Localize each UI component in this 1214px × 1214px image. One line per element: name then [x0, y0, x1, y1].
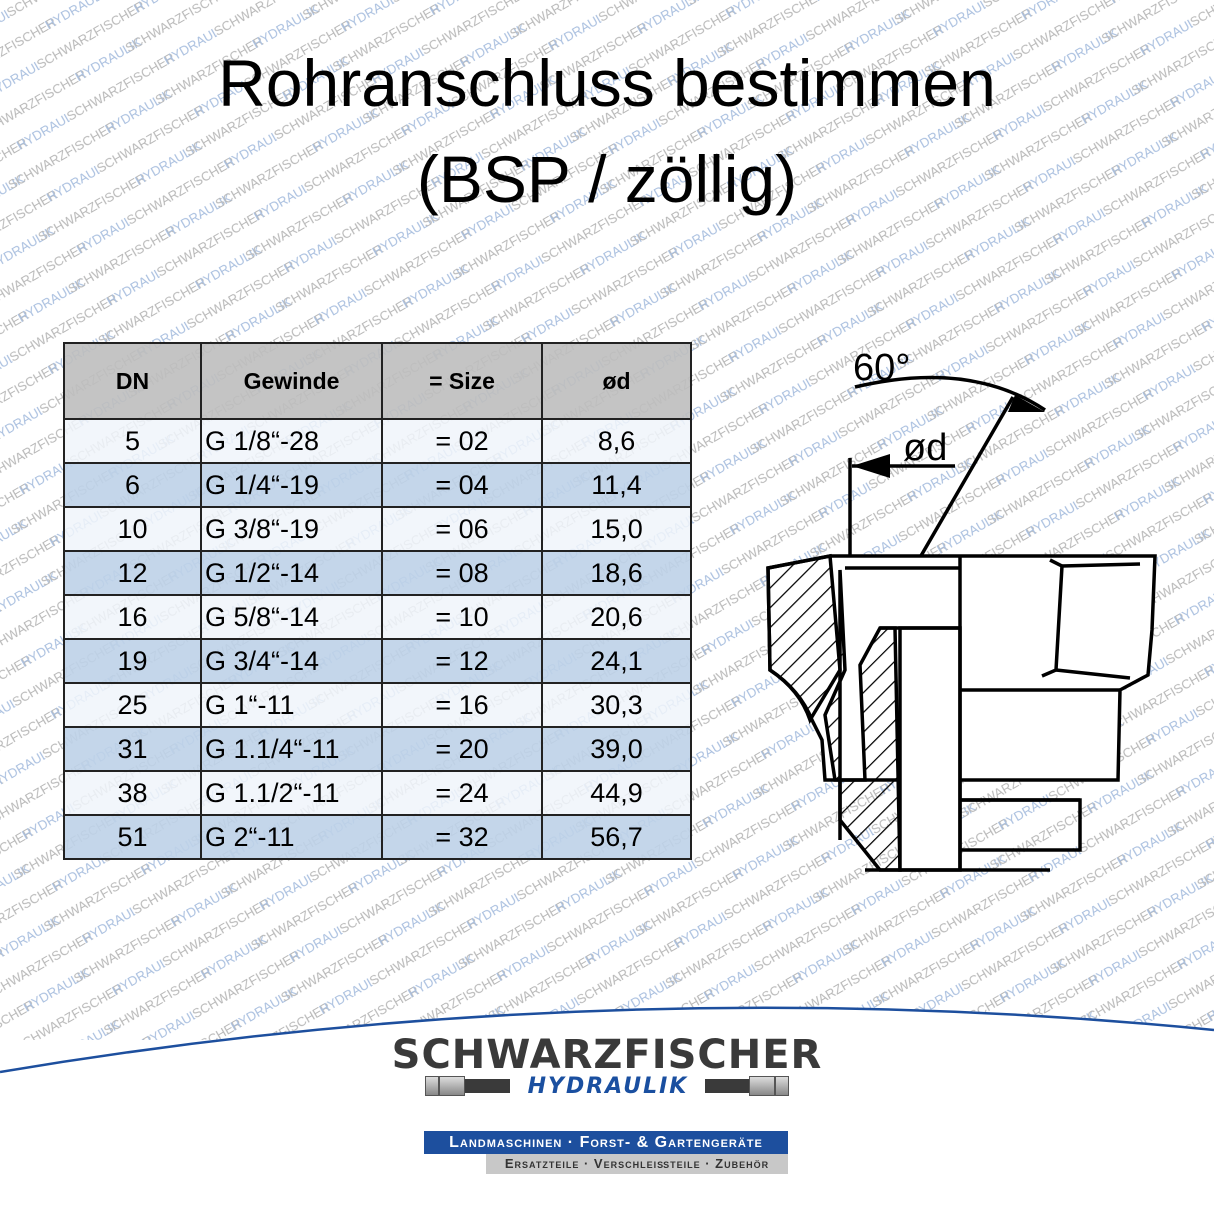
cell-dn: 38 — [63, 770, 202, 816]
tagline-secondary: Ersatzteile · Verschleißteile · Zubehör — [486, 1154, 788, 1174]
header-gewinde: Gewinde — [200, 342, 383, 420]
diameter-label: ød — [903, 427, 947, 469]
cell-dn: 25 — [63, 682, 202, 728]
cell-diameter: 44,9 — [541, 770, 692, 816]
table-row: 38 G 1.1/2“-11 = 24 44,9 — [63, 770, 692, 816]
cell-gewinde: G 1.1/2“-11 — [200, 770, 383, 816]
cell-gewinde: G 1“-11 — [200, 682, 383, 728]
cell-size: = 08 — [381, 550, 543, 596]
cell-dn: 12 — [63, 550, 202, 596]
table-row: 16 G 5/8“-14 = 10 20,6 — [63, 594, 692, 640]
page-subtitle: (BSP / zöllig) — [416, 142, 798, 216]
cell-size: = 20 — [381, 726, 543, 772]
cell-gewinde: G 1/4“-19 — [200, 462, 383, 508]
cell-gewinde: G 1/2“-14 — [200, 550, 383, 596]
table-row: 10 G 3/8“-19 = 06 15,0 — [63, 506, 692, 552]
cell-diameter: 8,6 — [541, 418, 692, 464]
table-header: DN Gewinde = Size ød — [63, 342, 692, 420]
cell-size: = 10 — [381, 594, 543, 640]
cell-size: = 32 — [381, 814, 543, 860]
cell-diameter: 30,3 — [541, 682, 692, 728]
cell-diameter: 56,7 — [541, 814, 692, 860]
cell-gewinde: G 1.1/4“-11 — [200, 726, 383, 772]
table-row: 25 G 1“-11 = 16 30,3 — [63, 682, 692, 728]
header-diameter: ød — [541, 342, 692, 420]
cell-diameter: 18,6 — [541, 550, 692, 596]
cell-dn: 31 — [63, 726, 202, 772]
cell-diameter: 11,4 — [541, 462, 692, 508]
cell-gewinde: G 2“-11 — [200, 814, 383, 860]
cell-dn: 51 — [63, 814, 202, 860]
angle-label: 60° — [853, 347, 910, 389]
table-row: 12 G 1/2“-14 = 08 18,6 — [63, 550, 692, 596]
fitting-cross-section: 60° ød — [766, 347, 1157, 872]
cell-size: = 06 — [381, 506, 543, 552]
table-row: 51 G 2“-11 = 32 56,7 — [63, 814, 692, 860]
logo-name: SCHWARZFISCHER — [391, 1032, 823, 1078]
cell-gewinde: G 3/4“-14 — [200, 638, 383, 684]
decorative-curve — [0, 1006, 1214, 1090]
cell-dn: 6 — [63, 462, 202, 508]
cell-gewinde: G 5/8“-14 — [200, 594, 383, 640]
cell-size: = 04 — [381, 462, 543, 508]
cell-gewinde: G 1/8“-28 — [200, 418, 383, 464]
cell-size: = 16 — [381, 682, 543, 728]
table-row: 31 G 1.1/4“-11 = 20 39,0 — [63, 726, 692, 772]
cell-size: = 02 — [381, 418, 543, 464]
cell-size: = 24 — [381, 770, 543, 816]
cell-diameter: 24,1 — [541, 638, 692, 684]
cell-gewinde: G 3/8“-19 — [200, 506, 383, 552]
table-row: 19 G 3/4“-14 = 12 24,1 — [63, 638, 692, 684]
cell-dn: 19 — [63, 638, 202, 684]
tagline-primary: Landmaschinen · Forst- & Gartengeräte — [424, 1131, 788, 1154]
cell-dn: 5 — [63, 418, 202, 464]
cell-diameter: 39,0 — [541, 726, 692, 772]
cell-size: = 12 — [381, 638, 543, 684]
logo-sub: HYDRAULIK — [527, 1074, 689, 1099]
header-dn: DN — [63, 342, 202, 420]
cell-dn: 16 — [63, 594, 202, 640]
page-title: Rohranschluss bestimmen — [218, 46, 996, 120]
header-size: = Size — [381, 342, 543, 420]
cell-diameter: 15,0 — [541, 506, 692, 552]
cell-diameter: 20,6 — [541, 594, 692, 640]
angle-arc — [854, 375, 1046, 412]
logo-hose: HYDRAULIK — [425, 1074, 789, 1099]
cell-dn: 10 — [63, 506, 202, 552]
